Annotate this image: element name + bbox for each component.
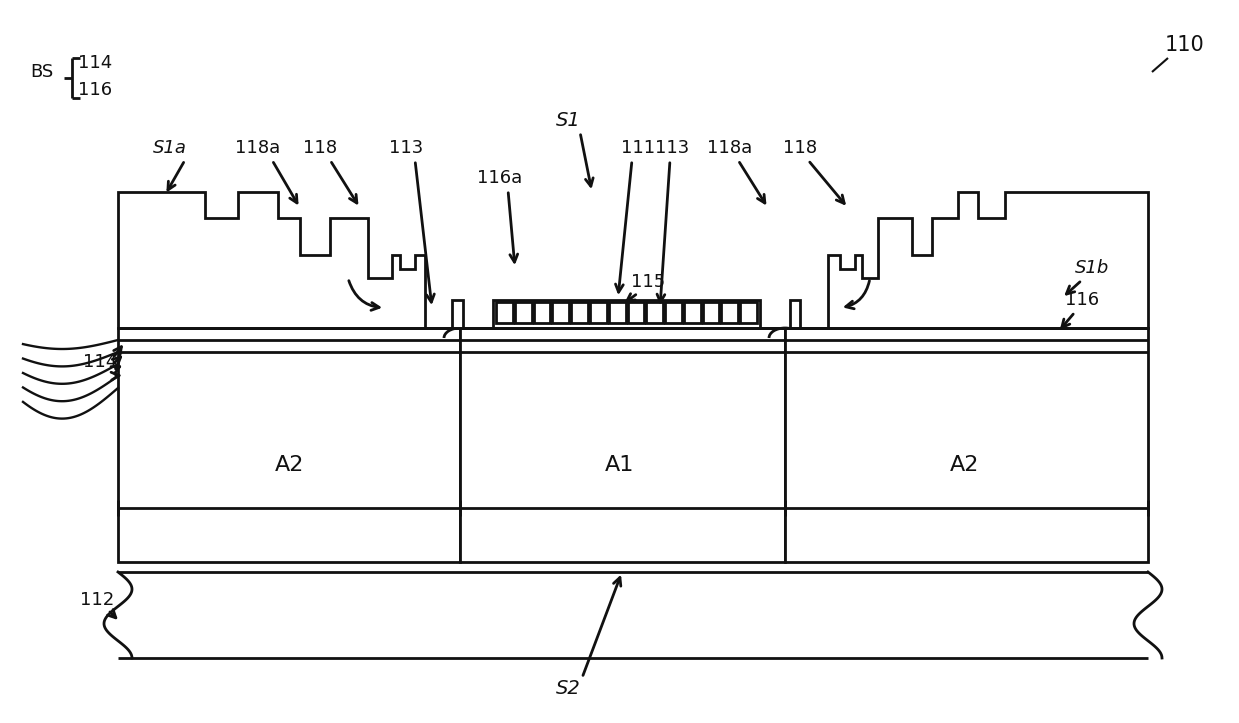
Polygon shape (118, 328, 460, 562)
Polygon shape (496, 302, 513, 323)
Text: S1: S1 (555, 111, 580, 129)
Text: 115: 115 (631, 273, 665, 291)
Text: S1a: S1a (154, 139, 187, 157)
Polygon shape (514, 302, 532, 323)
Text: 113: 113 (389, 139, 424, 157)
Text: 116: 116 (78, 81, 112, 99)
Polygon shape (553, 302, 569, 323)
Text: BS: BS (31, 63, 53, 81)
Text: 116: 116 (1066, 291, 1099, 309)
Polygon shape (786, 328, 1149, 562)
Text: 114: 114 (83, 353, 118, 371)
Polygon shape (608, 302, 626, 323)
Text: 110: 110 (1165, 35, 1204, 55)
Text: A2: A2 (275, 455, 305, 475)
Polygon shape (665, 302, 681, 323)
Text: 116a: 116a (477, 169, 523, 187)
Text: S2: S2 (555, 678, 580, 698)
Text: 118a: 118a (707, 139, 752, 157)
Text: 118a: 118a (235, 139, 280, 157)
Text: 118: 118 (304, 139, 337, 157)
Polygon shape (647, 302, 663, 323)
Polygon shape (460, 328, 786, 562)
Text: A1: A1 (606, 455, 634, 475)
Text: 118: 118 (783, 139, 817, 157)
Text: 113: 113 (655, 139, 689, 157)
Polygon shape (534, 302, 550, 323)
Text: 112: 112 (79, 591, 114, 609)
Text: S1b: S1b (1075, 259, 1109, 277)
Text: 114: 114 (78, 54, 112, 72)
Polygon shape (684, 302, 700, 323)
Text: 111: 111 (621, 139, 655, 157)
Text: A2: A2 (950, 455, 980, 475)
Polygon shape (740, 302, 757, 323)
Polygon shape (703, 302, 720, 323)
Polygon shape (721, 302, 738, 323)
Polygon shape (590, 302, 607, 323)
Polygon shape (118, 192, 1149, 328)
Polygon shape (571, 302, 589, 323)
Polygon shape (627, 302, 644, 323)
